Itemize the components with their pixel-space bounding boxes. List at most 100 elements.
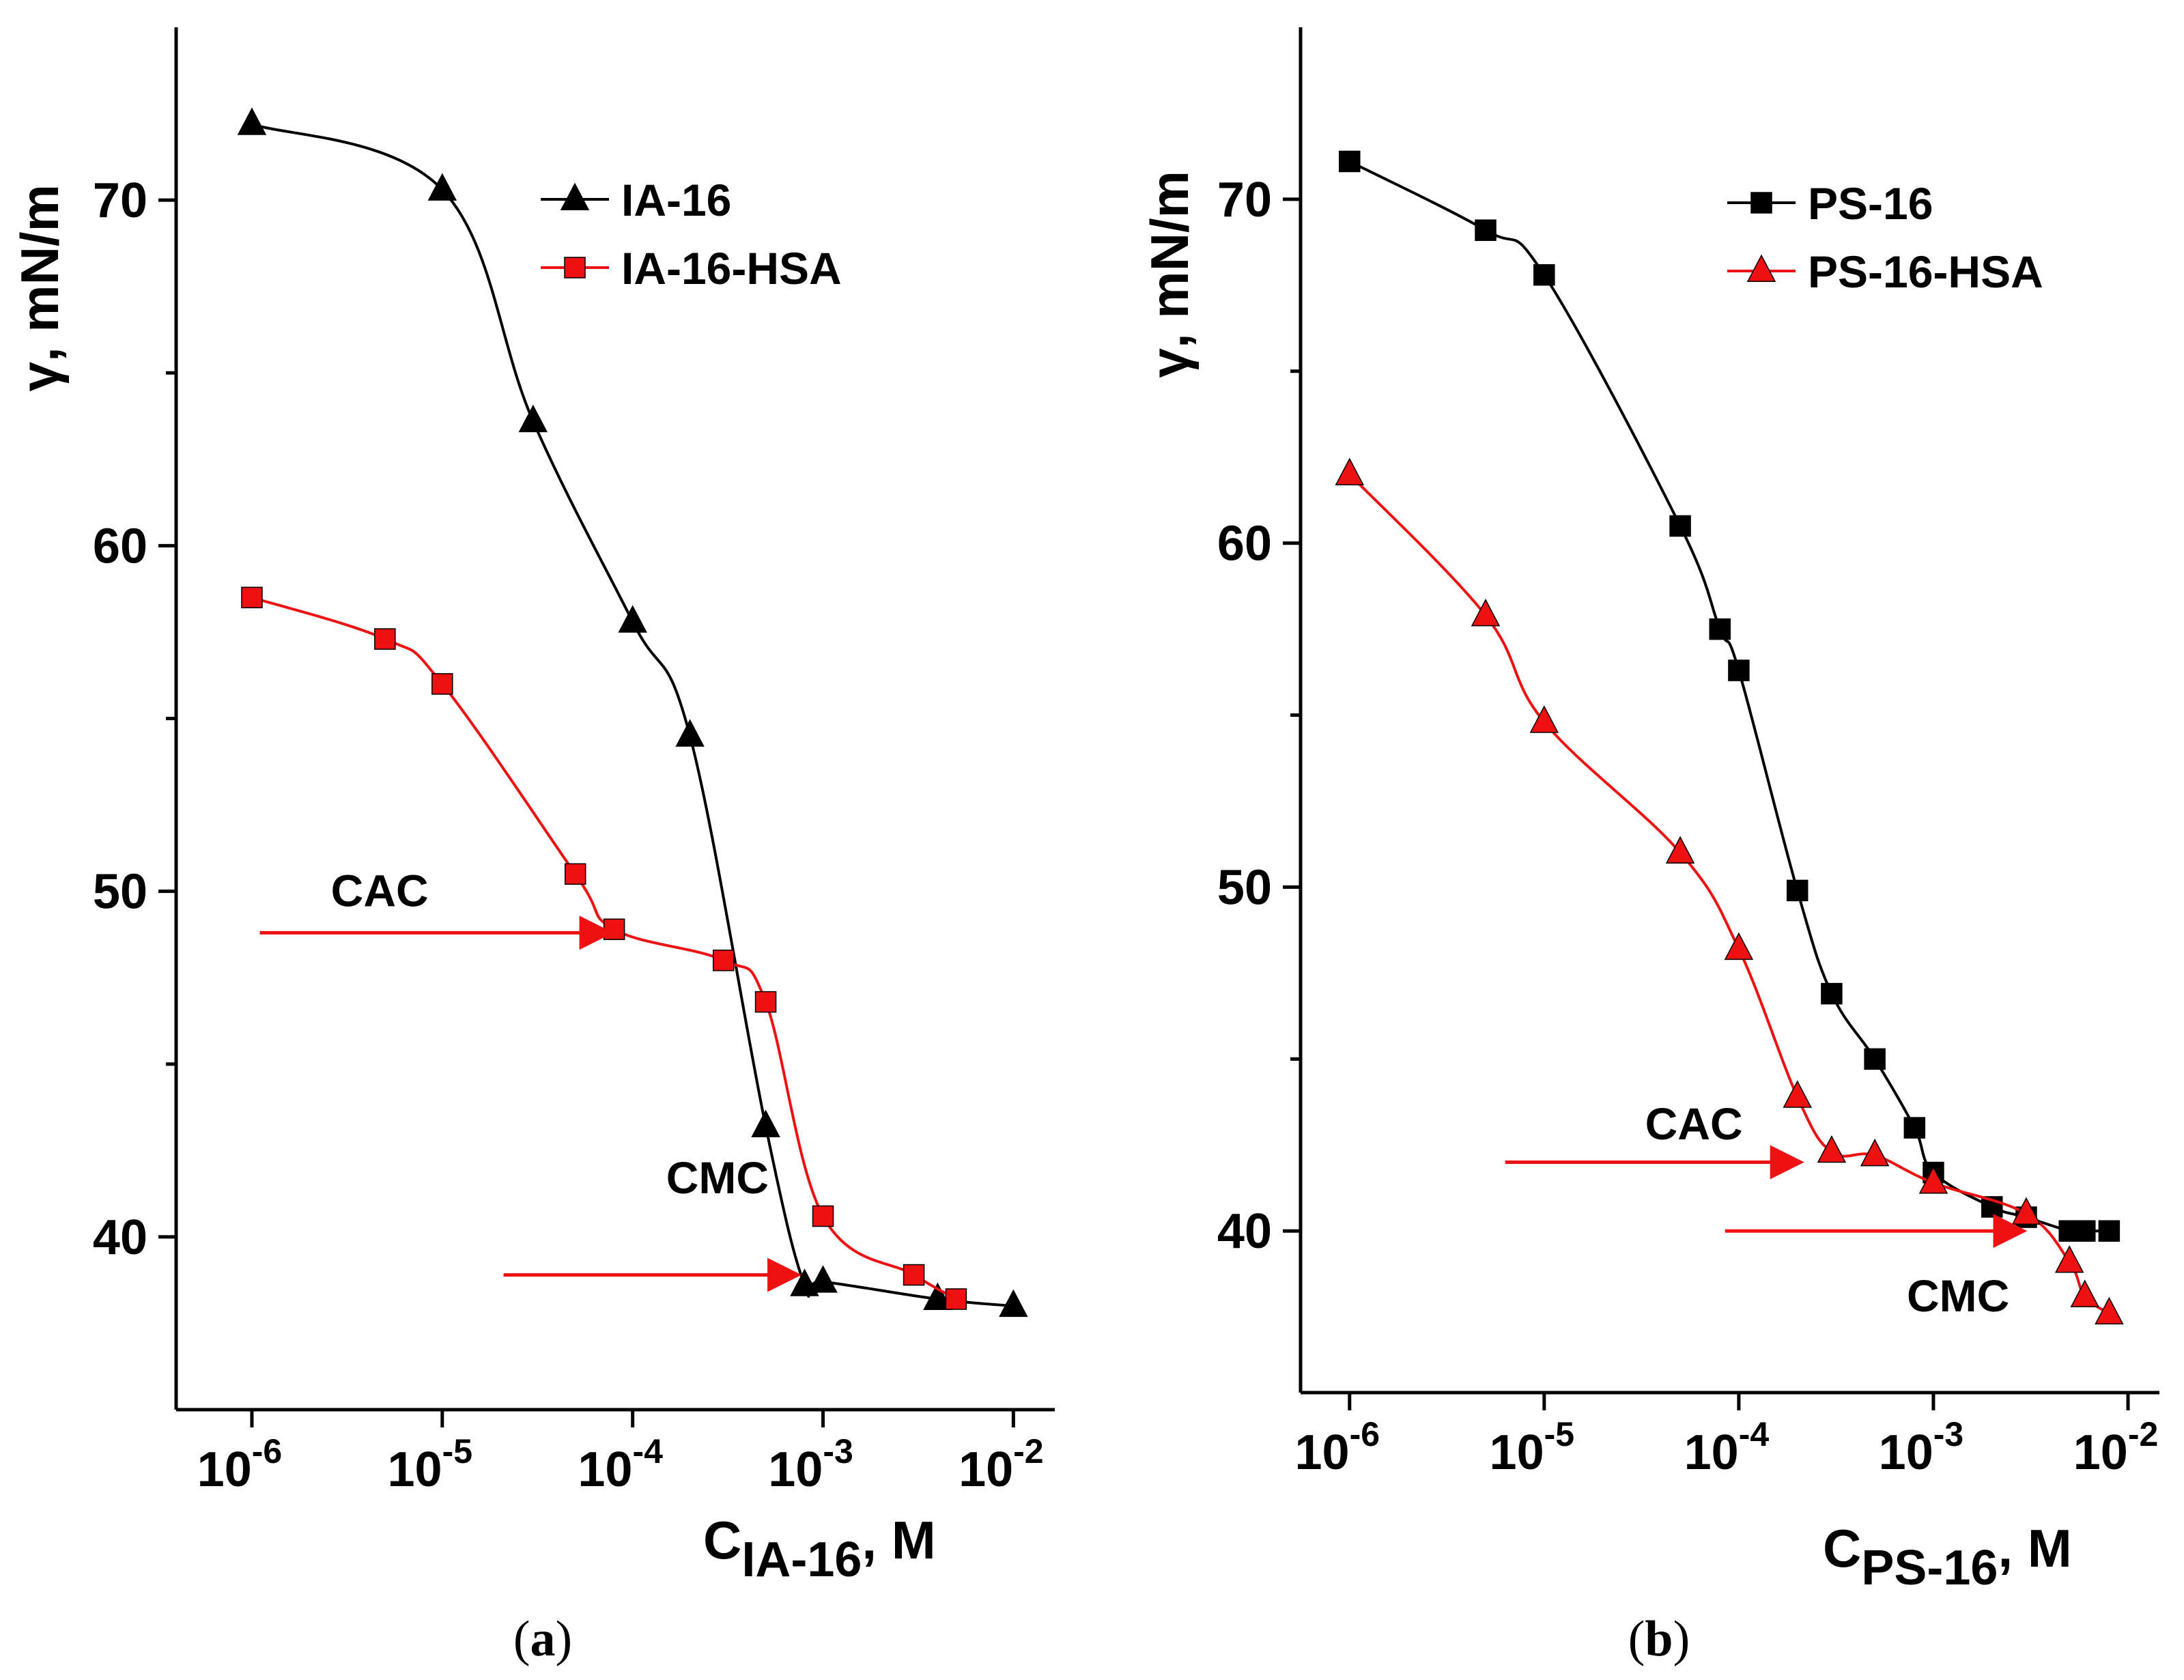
x-tick-base: 10 — [1684, 1425, 1739, 1480]
x-tick-base: 10 — [959, 1442, 1013, 1497]
y-tick-label: 50 — [93, 865, 147, 920]
x-tick-base: 10 — [578, 1442, 632, 1497]
x-axis-title-subscript: PS-16 — [1861, 1541, 1998, 1595]
data-point-ia-16 — [999, 1289, 1028, 1318]
x-tick-base: 10 — [388, 1442, 442, 1497]
data-point-ia-16 — [427, 173, 457, 201]
x-tick-exponent: -2 — [2128, 1415, 2158, 1453]
y-tick-label: 70 — [93, 173, 147, 228]
annotation-label-cac: CAC — [1645, 1098, 1743, 1149]
y-tick-label: 70 — [1217, 173, 1272, 227]
x-tick-label: 10-5 — [388, 1432, 473, 1497]
legend-marker — [560, 182, 590, 210]
x-tick-exponent: -6 — [252, 1432, 282, 1470]
panel-label-open: ( — [1628, 1611, 1645, 1667]
legend-marker — [1750, 192, 1772, 214]
x-axis-title-main: C — [1823, 1518, 1861, 1578]
x-tick-base: 10 — [768, 1442, 823, 1497]
data-point-ia-16-hsa — [945, 1288, 967, 1310]
data-point-ps-16-hsa — [1724, 932, 1754, 960]
x-tick-exponent: -4 — [632, 1432, 663, 1470]
data-point-ia-16-hsa — [431, 673, 453, 695]
x-tick-exponent: -3 — [823, 1432, 853, 1470]
y-tick-label: 40 — [93, 1210, 147, 1265]
data-point-ps-16 — [1669, 515, 1691, 537]
y-axis-title: γ, mN/m — [1139, 171, 1200, 378]
x-tick-exponent: -5 — [442, 1432, 472, 1470]
x-tick-exponent: -6 — [1350, 1415, 1380, 1453]
data-point-ia-16 — [675, 719, 705, 747]
data-point-ia-16-hsa — [374, 628, 396, 650]
data-point-ia-16 — [751, 1109, 780, 1137]
data-point-ps-16-hsa — [1665, 836, 1695, 864]
x-tick-label: 10-4 — [1684, 1415, 1770, 1480]
x-tick-base: 10 — [1490, 1425, 1544, 1480]
x-axis-title: CIA-16, M — [703, 1510, 936, 1587]
data-point-ps-16-hsa — [1817, 1135, 1847, 1163]
panel-label-close: ) — [556, 1611, 573, 1667]
legend-label: IA-16-HSA — [621, 243, 842, 294]
data-point-ps-16 — [2098, 1220, 2121, 1242]
data-point-ps-16 — [1728, 659, 1750, 681]
data-point-ps-16 — [1786, 879, 1809, 902]
data-point-ps-16 — [1903, 1117, 1926, 1139]
data-point-ia-16 — [618, 605, 647, 633]
x-tick-base: 10 — [1879, 1425, 1933, 1480]
data-point-ps-16-hsa — [1918, 1166, 1948, 1194]
data-point-ps-16 — [1475, 219, 1497, 241]
data-point-ps-16-hsa — [1860, 1138, 1890, 1167]
data-point-ia-16 — [237, 107, 267, 135]
x-axis-title-main: C — [703, 1510, 741, 1570]
data-point-ia-16-hsa — [603, 918, 625, 941]
x-tick-exponent: -2 — [1013, 1432, 1043, 1470]
x-tick-label: 10-2 — [959, 1432, 1044, 1497]
panel-label: (b) — [1628, 1611, 1690, 1667]
x-axis-title: CPS-16, M — [1823, 1518, 2072, 1595]
data-point-ia-16 — [518, 404, 548, 433]
panel-label-letter: b — [1645, 1611, 1673, 1667]
y-tick-label: 40 — [1217, 1204, 1272, 1259]
data-point-ps-16-hsa — [2054, 1245, 2084, 1273]
x-tick-label: 10-5 — [1490, 1415, 1575, 1480]
x-axis-title-unit: , M — [1998, 1518, 2071, 1578]
legend-label: PS-16-HSA — [1808, 246, 2043, 297]
data-point-ps-16-hsa — [2095, 1296, 2124, 1325]
data-point-ia-16-hsa — [712, 950, 735, 971]
annotation-label-cac: CAC — [331, 866, 429, 916]
legend-marker — [1746, 254, 1776, 282]
data-point-ia-16 — [923, 1282, 952, 1310]
x-tick-label: 10-6 — [1294, 1415, 1380, 1480]
x-axis-title-subscript: IA-16 — [741, 1533, 862, 1587]
data-point-ps-16 — [1709, 618, 1731, 640]
x-tick-label: 10-3 — [768, 1432, 853, 1497]
series-line-ps-16-hsa — [1348, 473, 2110, 1315]
series-line-ia-16 — [251, 122, 1014, 1308]
x-tick-label: 10-3 — [1879, 1415, 1964, 1480]
data-point-ia-16-hsa — [564, 863, 586, 885]
x-tick-base: 10 — [1294, 1425, 1349, 1480]
y-tick-label: 60 — [1217, 517, 1272, 571]
data-point-ps-16-hsa — [1783, 1080, 1812, 1108]
x-tick-exponent: -5 — [1544, 1415, 1574, 1453]
panel-label-letter: a — [530, 1611, 556, 1667]
x-tick-label: 10-6 — [197, 1432, 283, 1497]
data-point-ia-16-hsa — [754, 991, 777, 1013]
data-point-ps-16 — [1821, 982, 1843, 1005]
y-tick-label: 60 — [93, 519, 147, 573]
data-point-ps-16-hsa — [2070, 1279, 2100, 1307]
data-point-ps-16 — [1864, 1048, 1886, 1070]
data-point-ps-16-hsa — [1529, 705, 1559, 733]
series-line-ps-16 — [1348, 160, 2110, 1234]
panel-label-close: ) — [1673, 1611, 1690, 1667]
data-point-ia-16 — [808, 1265, 838, 1293]
data-point-ps-16-hsa — [1335, 457, 1365, 485]
x-tick-label: 10-4 — [578, 1432, 663, 1497]
x-tick-base: 10 — [2073, 1425, 2128, 1480]
x-axis-title-unit: , M — [862, 1510, 935, 1570]
x-tick-exponent: -3 — [1933, 1415, 1963, 1453]
y-tick-label: 50 — [1217, 860, 1272, 915]
x-tick-exponent: -4 — [1739, 1415, 1770, 1453]
